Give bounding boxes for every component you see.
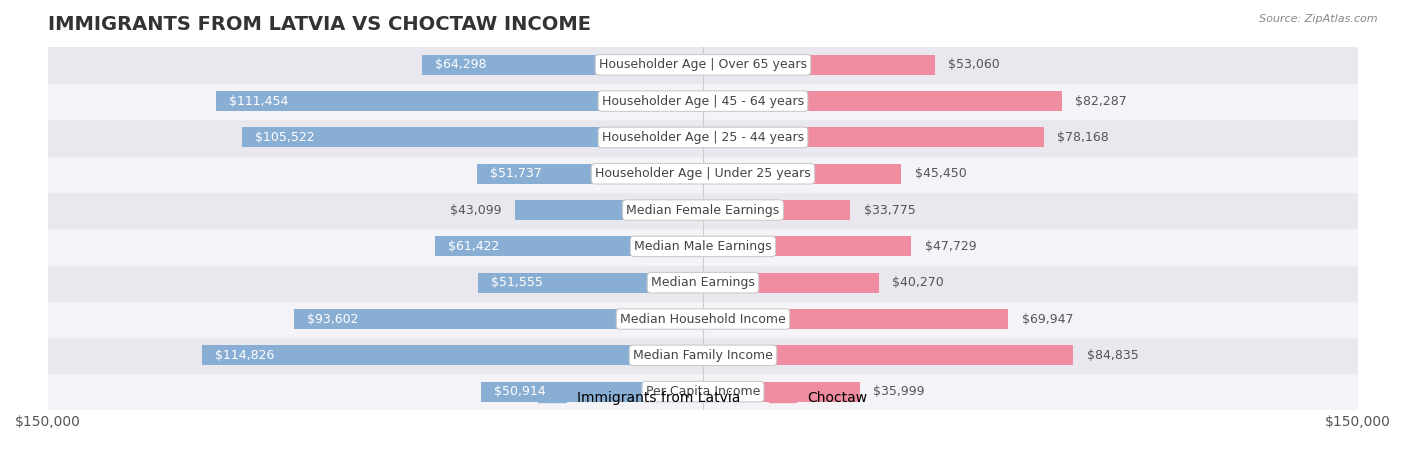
Bar bbox=[434, 236, 703, 256]
Legend: Immigrants from Latvia, Choctaw: Immigrants from Latvia, Choctaw bbox=[533, 385, 873, 410]
Text: Per Capita Income: Per Capita Income bbox=[645, 385, 761, 398]
Text: Median Family Income: Median Family Income bbox=[633, 349, 773, 362]
Bar bbox=[703, 345, 1074, 365]
Text: $51,555: $51,555 bbox=[491, 276, 543, 289]
Bar bbox=[48, 228, 1358, 264]
Text: $45,450: $45,450 bbox=[914, 167, 966, 180]
Bar bbox=[48, 264, 1358, 301]
Text: $33,775: $33,775 bbox=[863, 204, 915, 217]
Text: $50,914: $50,914 bbox=[494, 385, 546, 398]
Text: $40,270: $40,270 bbox=[891, 276, 943, 289]
Bar bbox=[703, 164, 901, 184]
Bar bbox=[478, 273, 703, 293]
Text: Householder Age | 45 - 64 years: Householder Age | 45 - 64 years bbox=[602, 95, 804, 107]
Bar bbox=[201, 345, 703, 365]
Text: $84,835: $84,835 bbox=[1087, 349, 1139, 362]
Text: $78,168: $78,168 bbox=[1057, 131, 1109, 144]
Bar bbox=[48, 192, 1358, 228]
Text: $64,298: $64,298 bbox=[436, 58, 486, 71]
Bar bbox=[48, 47, 1358, 83]
Bar bbox=[48, 374, 1358, 410]
Bar bbox=[703, 55, 935, 75]
Text: $82,287: $82,287 bbox=[1076, 95, 1128, 107]
Text: $105,522: $105,522 bbox=[256, 131, 315, 144]
Text: Median Earnings: Median Earnings bbox=[651, 276, 755, 289]
Bar bbox=[48, 119, 1358, 156]
Bar bbox=[48, 337, 1358, 374]
Bar bbox=[703, 200, 851, 220]
Text: Median Female Earnings: Median Female Earnings bbox=[627, 204, 779, 217]
Bar bbox=[48, 83, 1358, 119]
Text: $53,060: $53,060 bbox=[948, 58, 1000, 71]
Text: $43,099: $43,099 bbox=[450, 204, 502, 217]
Text: IMMIGRANTS FROM LATVIA VS CHOCTAW INCOME: IMMIGRANTS FROM LATVIA VS CHOCTAW INCOME bbox=[48, 15, 591, 34]
Text: Source: ZipAtlas.com: Source: ZipAtlas.com bbox=[1260, 14, 1378, 24]
Bar bbox=[242, 127, 703, 148]
Bar bbox=[703, 309, 1008, 329]
Bar bbox=[703, 127, 1045, 148]
Bar bbox=[48, 156, 1358, 192]
Text: $51,737: $51,737 bbox=[491, 167, 541, 180]
Text: $111,454: $111,454 bbox=[229, 95, 288, 107]
Text: Median Male Earnings: Median Male Earnings bbox=[634, 240, 772, 253]
Text: $93,602: $93,602 bbox=[308, 312, 359, 325]
Bar bbox=[294, 309, 703, 329]
Text: Householder Age | Over 65 years: Householder Age | Over 65 years bbox=[599, 58, 807, 71]
Bar bbox=[422, 55, 703, 75]
Text: $114,826: $114,826 bbox=[215, 349, 274, 362]
Bar bbox=[703, 382, 860, 402]
Text: Householder Age | 25 - 44 years: Householder Age | 25 - 44 years bbox=[602, 131, 804, 144]
Text: $61,422: $61,422 bbox=[449, 240, 499, 253]
Text: Median Household Income: Median Household Income bbox=[620, 312, 786, 325]
Bar bbox=[481, 382, 703, 402]
Bar bbox=[703, 91, 1063, 111]
Bar bbox=[48, 301, 1358, 337]
Bar bbox=[477, 164, 703, 184]
Bar bbox=[703, 273, 879, 293]
Text: Householder Age | Under 25 years: Householder Age | Under 25 years bbox=[595, 167, 811, 180]
Bar bbox=[217, 91, 703, 111]
Bar bbox=[515, 200, 703, 220]
Text: $35,999: $35,999 bbox=[873, 385, 925, 398]
Text: $47,729: $47,729 bbox=[925, 240, 976, 253]
Bar bbox=[703, 236, 911, 256]
Text: $69,947: $69,947 bbox=[1022, 312, 1073, 325]
